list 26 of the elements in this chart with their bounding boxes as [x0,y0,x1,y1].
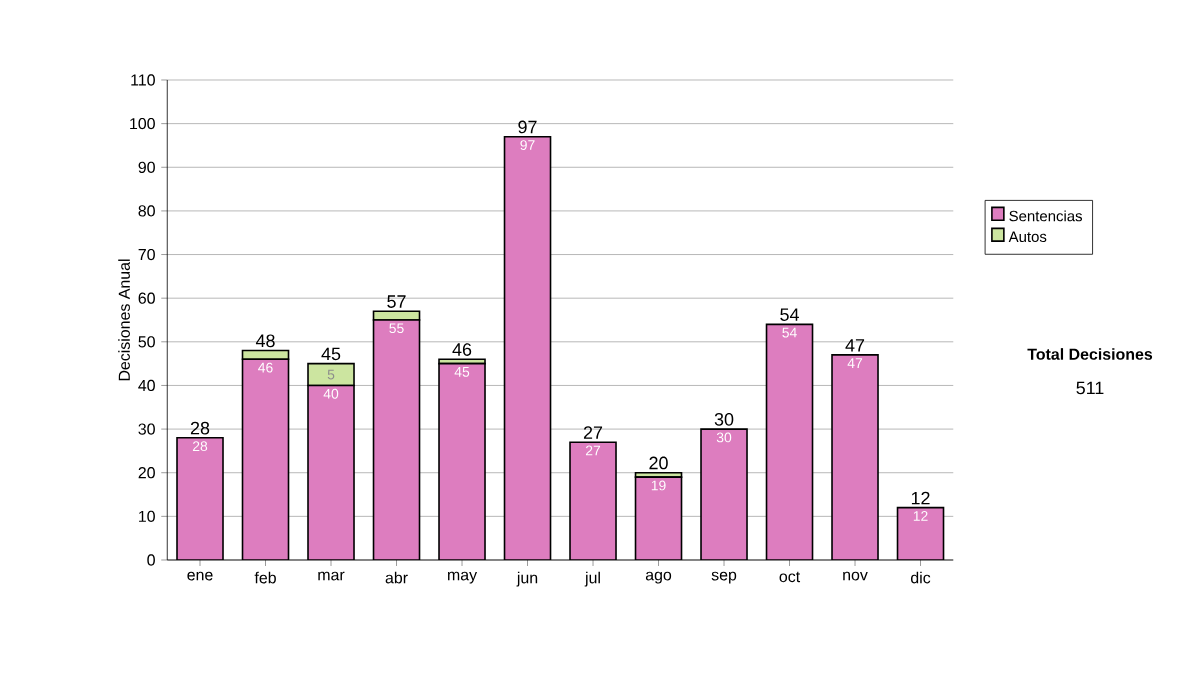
bar [307,362,355,387]
total-label: 48 [255,334,275,348]
bar [634,476,683,560]
bar [700,428,748,560]
total-label: 28 [190,421,210,435]
bar [241,358,290,560]
total-label: 46 [452,343,472,356]
total-label: 45 [321,347,341,361]
bar [765,323,814,560]
bar [831,354,879,560]
bar [503,135,552,560]
bar [438,362,486,560]
total-label: 12 [911,491,930,505]
total-label: 57 [387,295,406,308]
total-label: 30 [714,412,734,426]
bar [176,437,224,560]
bar [896,506,945,560]
bar [372,319,421,560]
total-label: 20 [649,456,668,470]
total-label: 54 [780,308,799,321]
text: 511 [1076,381,1104,395]
total-label: 27 [583,426,603,439]
total-label: 97 [518,120,537,134]
bar [569,441,617,560]
bar [307,384,355,560]
total-label: 47 [845,339,865,352]
